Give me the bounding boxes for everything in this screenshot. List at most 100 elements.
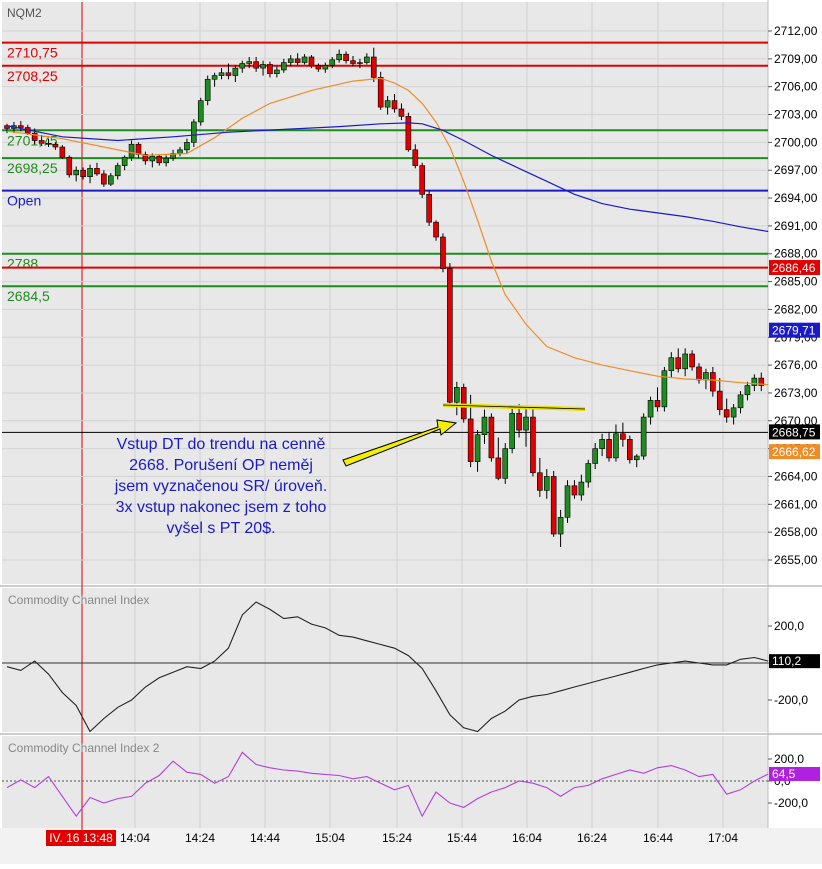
candle-body bbox=[606, 439, 612, 459]
y-tick-label: 2688,00 bbox=[774, 247, 818, 261]
time-tick-label: 15:44 bbox=[447, 831, 477, 845]
candle-body bbox=[274, 69, 280, 74]
candle-body bbox=[447, 268, 453, 403]
candle-body bbox=[225, 72, 232, 76]
candle-body bbox=[322, 65, 329, 70]
candle-body bbox=[59, 146, 66, 158]
y-tick-label: 2697,00 bbox=[774, 163, 818, 177]
cci-last-value: 110,2 bbox=[772, 654, 801, 668]
candle-body bbox=[218, 72, 225, 76]
y-tick-label: 2682,00 bbox=[774, 302, 818, 316]
candle-body bbox=[156, 155, 163, 164]
candle-body bbox=[571, 485, 578, 496]
time-tick-label: 14:24 bbox=[185, 831, 215, 845]
candle-body bbox=[668, 357, 675, 371]
candle-body bbox=[599, 439, 605, 449]
cci2-title: Commodity Channel Index 2 bbox=[8, 741, 160, 755]
price-tag-label: 2686,46 bbox=[772, 261, 816, 275]
candle-body bbox=[253, 61, 259, 69]
time-tick-label: 17:04 bbox=[708, 831, 738, 845]
y-tick-label: 200,0 bbox=[774, 619, 804, 633]
candle-body bbox=[177, 149, 183, 154]
cci2-last-value: 64,5 bbox=[772, 767, 796, 781]
candle-body bbox=[564, 485, 571, 518]
level-label: Open bbox=[7, 193, 41, 209]
candle-body bbox=[440, 236, 446, 269]
y-tick-label: 2709,00 bbox=[774, 52, 818, 66]
candle-body bbox=[45, 142, 52, 145]
candle-body bbox=[716, 390, 723, 410]
candle-body bbox=[80, 169, 86, 178]
candle-body bbox=[543, 476, 550, 491]
candle-body bbox=[38, 140, 45, 144]
candle-body bbox=[308, 56, 315, 66]
candle-body bbox=[516, 413, 522, 431]
cci-title: Commodity Channel Index bbox=[8, 593, 149, 607]
candle-body bbox=[737, 394, 744, 409]
candle-body bbox=[114, 165, 121, 177]
cci2-line bbox=[6, 751, 769, 818]
candle-body bbox=[149, 155, 156, 162]
candle-body bbox=[523, 416, 529, 431]
candle-body bbox=[260, 64, 266, 69]
candle-body bbox=[73, 169, 79, 176]
candle-body bbox=[66, 156, 73, 176]
time-tick-label: 16:24 bbox=[577, 831, 607, 845]
candle-body bbox=[537, 472, 543, 491]
candle-body bbox=[135, 143, 142, 155]
cci-line bbox=[6, 601, 769, 733]
candle-body bbox=[301, 56, 308, 63]
y-tick-label: 2673,00 bbox=[774, 386, 818, 400]
candle-body bbox=[633, 455, 640, 461]
candle-body bbox=[246, 61, 252, 64]
price-panel bbox=[2, 2, 768, 584]
time-tick-label: 15:24 bbox=[382, 831, 412, 845]
candle-body bbox=[211, 75, 218, 80]
candle-body bbox=[121, 156, 128, 166]
candle-body bbox=[509, 413, 515, 449]
candle-body bbox=[710, 372, 716, 392]
symbol-label: NQM2 bbox=[7, 6, 42, 20]
y-tick-label: -200,0 bbox=[774, 796, 808, 810]
y-tick-label: -200,0 bbox=[774, 693, 808, 707]
candle-body bbox=[675, 357, 682, 370]
y-tick-label: 2661,00 bbox=[774, 497, 818, 511]
candle-body bbox=[204, 78, 211, 101]
candle-body bbox=[467, 418, 474, 462]
blue-moving-average bbox=[6, 122, 769, 233]
level-label: 2710,75 bbox=[7, 45, 58, 61]
candle-body bbox=[557, 517, 564, 535]
price-tag-label: 2668,75 bbox=[772, 425, 816, 439]
candle-body bbox=[419, 165, 426, 195]
y-tick-label: 2658,00 bbox=[774, 525, 818, 539]
candle-body bbox=[620, 433, 626, 440]
time-tick-label: 16:44 bbox=[643, 831, 673, 845]
level-label: 2684,5 bbox=[7, 288, 50, 304]
candle-body bbox=[197, 100, 204, 123]
candle-body bbox=[412, 149, 419, 166]
y-tick-label: 2712,00 bbox=[774, 24, 818, 38]
start-date-label: IV. 16 13:48 bbox=[49, 831, 113, 845]
candle-body bbox=[343, 53, 349, 61]
y-tick-label: 2664,00 bbox=[774, 469, 818, 483]
yellow-arrow-icon bbox=[342, 419, 458, 467]
candle-body bbox=[696, 366, 702, 381]
candle-body bbox=[315, 65, 322, 70]
time-tick-label: 14:04 bbox=[120, 831, 150, 845]
candle-body bbox=[647, 400, 654, 418]
candle-body bbox=[723, 409, 730, 418]
candle-body bbox=[585, 463, 592, 483]
candle-body bbox=[377, 77, 384, 108]
time-axis-panel bbox=[0, 828, 822, 864]
candle-body bbox=[495, 457, 502, 479]
candle-body bbox=[433, 221, 439, 238]
price-tag bbox=[769, 260, 820, 276]
orange-moving-average bbox=[6, 77, 769, 386]
y-tick-label: 2655,00 bbox=[774, 553, 818, 567]
level-label: 2698,25 bbox=[7, 160, 58, 176]
y-tick-label: 2676,00 bbox=[774, 358, 818, 372]
candle-body bbox=[751, 377, 758, 386]
candle-body bbox=[287, 58, 294, 63]
